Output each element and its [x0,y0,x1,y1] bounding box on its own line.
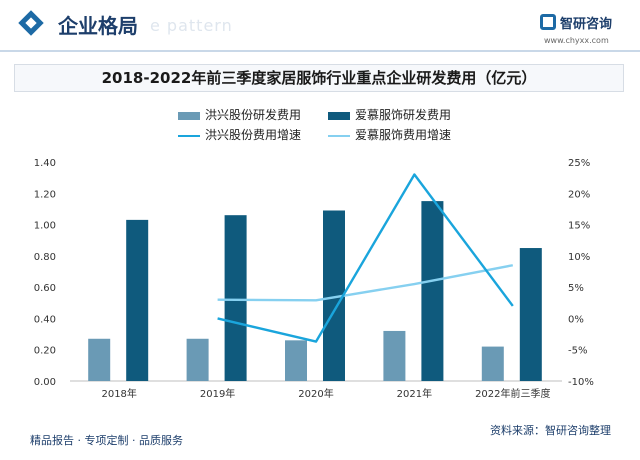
y-left-tick-label: 0.20 [34,346,56,357]
legend-label: 洪兴股份研发费用 [205,108,302,122]
y-left-tick-label: 0.00 [34,377,56,388]
legend-item-hongxing-bar: 洪兴股份研发费用 [178,106,301,123]
y-left-tick-label: 1.00 [34,221,56,232]
x-tick-label: 2018年 [101,387,136,400]
bar-aimu [224,215,247,381]
watermark-text: e pattern [150,16,233,35]
logo-name: 智研咨询 [560,17,613,32]
x-tick-label: 2022年前三季度 [475,387,550,400]
bar-hongxing [88,338,111,381]
y-left-tick-label: 1.20 [34,189,56,200]
legend-label: 爱慕服饰费用增速 [355,128,452,142]
legend-label: 爱慕服饰研发费用 [355,108,452,122]
bar-aimu [519,248,542,381]
logo-icon [540,14,556,30]
x-tick-label: 2020年 [298,387,333,400]
section-title: 企业格局 [58,14,138,38]
footer: 精品报告 · 专项定制 · 品质服务 资料来源：智研咨询整理 [0,420,640,460]
line-aimu-growth [217,264,514,302]
y-left-tick-label: 0.80 [34,252,56,263]
footer-source: 资料来源：智研咨询整理 [490,424,611,437]
line-hongxing-growth [217,173,514,343]
y-left-tick-label: 1.40 [34,158,56,169]
x-tick-label: 2019年 [200,387,235,400]
bar-hongxing [481,346,504,381]
y-left-tick-label: 0.40 [34,314,56,325]
legend-swatch [178,134,200,137]
bar-hongxing [383,330,406,381]
bar-aimu [421,201,444,381]
y-right-tick-label: 15% [568,221,590,232]
x-tick-label: 2021年 [397,387,432,400]
legend-swatch [328,111,350,120]
header-divider [0,50,640,52]
header: 企业格局 e pattern 智研咨询 www.chyxx.com [0,0,640,56]
company-logo: 智研咨询 www.chyxx.com [540,14,630,50]
bar-hongxing [285,340,307,381]
y-right-tick-label: 25% [568,158,590,169]
bar-aimu [323,210,345,381]
chart-plot: 0.00 0.20 0.40 0.60 0.80 1.00 1.20 1.40 -10% -5% 0… [34,158,594,400]
y-right-tick-label: -10% [568,377,594,388]
logo-url: www.chyxx.com [544,36,609,45]
chart-title: 2018-2022年前三季度家居服饰行业重点企业研发费用（亿元） [14,64,624,92]
y-left-tick-label: 0.60 [34,283,56,294]
legend-swatch [178,111,200,120]
y-right-tick-label: 5% [568,283,584,294]
legend-item-hongxing-line: 洪兴股份费用增速 [178,126,301,143]
legend-item-aimu-line: 爱慕服饰费用增速 [328,126,451,143]
y-right-tick-label: 20% [568,189,590,200]
legend-swatch [328,134,350,137]
footer-slogan: 精品报告 · 专项定制 · 品质服务 [30,434,183,447]
y-right-tick-label: 0% [568,314,584,325]
legend-item-aimu-bar: 爱慕服饰研发费用 [328,106,451,123]
y-right-tick-label: 10% [568,252,590,263]
bar-aimu [126,219,149,381]
bar-hongxing [186,338,209,381]
y-right-tick-label: -5% [568,346,587,357]
legend-label: 洪兴股份费用增速 [205,128,302,142]
